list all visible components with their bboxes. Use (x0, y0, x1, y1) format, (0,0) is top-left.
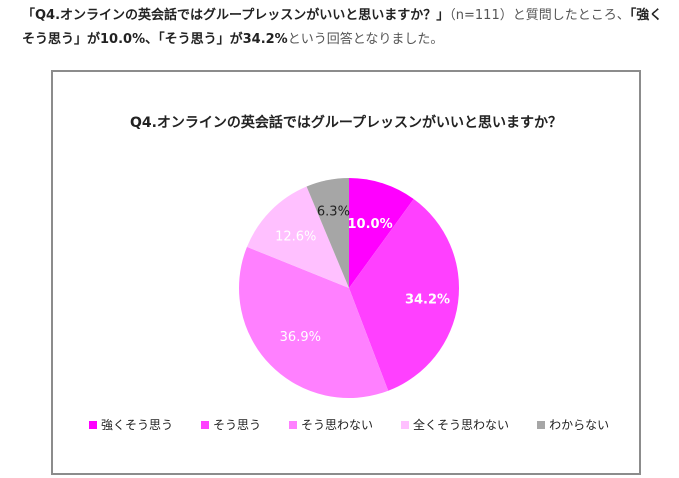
legend-item: わからない (537, 416, 609, 433)
pie-slice-1 (349, 178, 414, 288)
chart-frame: Q4.オンラインの英会話ではグループレッスンがいいと思いますか？ 10.0% 34… (51, 70, 641, 475)
pie-slice-label: 34.2% (405, 292, 450, 307)
legend-item: 全くそう思わない (401, 416, 509, 433)
pie-slice-4 (246, 186, 349, 288)
chart-title: Q4.オンラインの英会話ではグループレッスンがいいと思いますか？ (129, 115, 563, 131)
legend-swatch (289, 420, 298, 429)
pie-slice-label: 12.6% (275, 229, 316, 244)
legend-label: 強くそう思う (101, 418, 174, 432)
legend-swatch (201, 420, 210, 429)
chart-legend: 強くそう思う そう思う そう思わない 全くそう思わない わからない (89, 416, 637, 433)
intro-ending: という回答となりました。 (287, 32, 444, 47)
intro-highlight: 「強くそう思う」が10.0%、「そう思う」が34.2% (22, 8, 663, 47)
intro-question: 「Q4.オンラインの英会話ではグループレッスンがいいと思いますか？」 (22, 8, 450, 23)
legend-item: そう思う (201, 416, 261, 433)
pie-slice-2 (349, 199, 459, 391)
legend-swatch (401, 420, 410, 429)
legend-label: そう思わない (301, 418, 374, 432)
legend-item: 強くそう思う (89, 416, 173, 433)
pie-slice-label: 6.3% (317, 204, 350, 219)
legend-label: わからない (549, 418, 610, 432)
legend-label: 全くそう思わない (413, 418, 510, 432)
pie-slice-3 (239, 246, 389, 398)
legend-swatch (537, 420, 546, 429)
intro-paragraph: 「Q4.オンラインの英会話ではグループレッスンがいいと思いますか？」（n=111… (22, 4, 672, 52)
intro-sample: （n=111）と質問したところ、 (449, 8, 630, 23)
legend-swatch (89, 420, 97, 429)
pie-slice-label: 10.0% (348, 217, 393, 232)
legend-label: そう思う (213, 418, 262, 432)
pie-slice-5 (306, 178, 349, 288)
legend-item: そう思わない (289, 416, 373, 433)
pie-chart: 10.0% 34.2% 36.9% 12.6%6.3% (239, 178, 459, 398)
pie-slice-label: 36.9% (280, 330, 321, 345)
